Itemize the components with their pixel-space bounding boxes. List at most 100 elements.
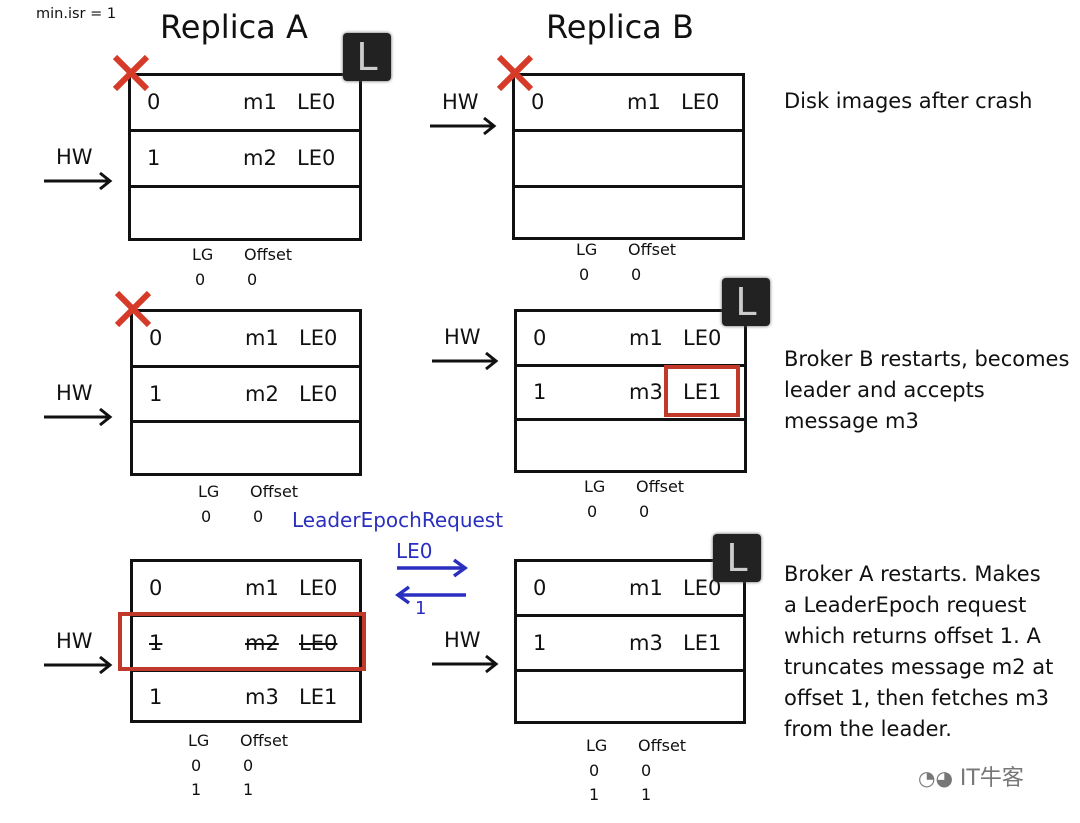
crash-x-icon <box>112 54 150 92</box>
message-cell: m2 <box>245 381 279 406</box>
epoch-value: 0 <box>191 756 202 775</box>
offset-header: Offset <box>638 736 687 755</box>
offset-header: Offset <box>240 731 289 750</box>
log-box-replica-b: 0 m1 LE0 <box>512 73 745 240</box>
epoch-value: 0 <box>201 507 212 526</box>
lg-header: LG <box>188 731 210 750</box>
message-cell: m1 <box>629 575 663 600</box>
epoch-value: 0 <box>579 265 590 284</box>
caption-2: Broker B restarts, becomes leader and ac… <box>784 347 1070 433</box>
hw-label: HW <box>56 629 93 653</box>
arrow-right-icon <box>397 558 468 578</box>
offset-header: Offset <box>250 482 299 501</box>
hw-label: HW <box>56 381 93 405</box>
epoch-offset-value: 0 <box>641 761 652 780</box>
epoch-value: 1 <box>589 785 600 804</box>
offset-header: Offset <box>636 477 685 496</box>
hw-arrow-icon <box>430 116 497 136</box>
row-divider <box>133 420 359 423</box>
row-divider <box>131 185 359 188</box>
row-divider <box>133 365 359 368</box>
offset-cell: 1 <box>149 630 163 655</box>
row-divider <box>517 669 743 672</box>
row-divider <box>515 185 742 188</box>
epoch-cell: LE1 <box>683 380 722 404</box>
epoch-offset-value: 0 <box>639 502 650 521</box>
offset-cell: 1 <box>147 146 161 170</box>
epoch-cell: LE0 <box>299 575 338 600</box>
epoch-offset-value: 0 <box>253 507 264 526</box>
request-arrows <box>395 558 468 605</box>
min-isr-label: min.isr = 1 <box>36 6 117 22</box>
highlight-box <box>664 365 740 417</box>
lg-header: LG <box>198 482 220 501</box>
offset-cell: 0 <box>149 326 163 350</box>
log-box-replica-a: 0 m1 LE0 1 m2 LE0 <box>128 73 362 241</box>
offset-cell: 0 <box>531 90 545 114</box>
epoch-offset-value: 0 <box>243 756 254 775</box>
message-cell: m1 <box>245 326 279 350</box>
offset-header: Offset <box>628 240 677 259</box>
hw-arrow-icon <box>44 407 113 427</box>
epoch-value: 0 <box>587 502 598 521</box>
message-cell: m1 <box>629 325 663 350</box>
offset-cell: 1 <box>533 630 547 655</box>
lg-header: LG <box>192 245 214 264</box>
message-cell: m1 <box>243 90 277 114</box>
truncation-box <box>118 612 366 671</box>
row-divider <box>517 364 744 367</box>
epoch-cell: LE0 <box>297 146 336 170</box>
log-box-replica-a: 0 m1 LE0 1 m2 LE0 <box>130 309 362 476</box>
hw-arrow-icon <box>432 351 499 371</box>
row-divider <box>517 614 743 617</box>
message-cell: m1 <box>245 575 279 600</box>
offset-cell: 0 <box>149 575 163 600</box>
wechat-icon: ◔◕ <box>918 766 953 790</box>
message-cell: m3 <box>245 685 279 709</box>
offset-cell: 0 <box>533 575 547 600</box>
watermark-text: IT牛客 <box>959 766 1024 791</box>
epoch-value: 0 <box>589 761 600 780</box>
lg-header: LG <box>584 477 606 496</box>
crash-x-icon <box>496 54 534 92</box>
replica-a-title: Replica A <box>160 8 308 46</box>
replica-b-title: Replica B <box>546 8 694 46</box>
hw-label: HW <box>444 325 481 349</box>
epoch-cell: LE0 <box>683 325 722 350</box>
row-divider <box>131 129 359 132</box>
epoch-cell: LE1 <box>683 630 722 655</box>
message-cell: m3 <box>629 380 663 404</box>
offset-header: Offset <box>244 245 293 264</box>
message-cell: m1 <box>627 90 661 114</box>
watermark: ◔◕ IT牛客 <box>918 760 1024 792</box>
offset-cell: 1 <box>533 380 547 404</box>
epoch-value: 0 <box>195 270 206 289</box>
offset-cell: 0 <box>533 325 547 350</box>
epoch-cell: LE1 <box>299 685 338 709</box>
epoch-offset-value: 1 <box>641 785 652 804</box>
hw-arrow-icon <box>432 654 499 674</box>
hw-label: HW <box>442 90 479 114</box>
offset-cell: 1 <box>149 685 163 709</box>
arrow-left-icon <box>395 585 466 605</box>
hw-arrow-icon <box>44 171 113 191</box>
offset-cell: 1 <box>149 381 163 406</box>
hw-label: HW <box>56 145 93 169</box>
crash-x-icon <box>114 290 152 328</box>
epoch-cell: LE0 <box>681 90 720 114</box>
request-send-label: LE0 <box>396 539 433 563</box>
lg-header: LG <box>586 736 608 755</box>
epoch-cell: LE0 <box>299 630 338 655</box>
epoch-offset-value: 1 <box>243 780 254 799</box>
epoch-value: 1 <box>191 780 202 799</box>
caption-3: Broker A restarts. Makes a LeaderEpoch r… <box>784 562 1054 741</box>
hw-arrow-icon <box>44 655 113 675</box>
leader-badge-icon: L <box>722 278 770 326</box>
lg-header: LG <box>576 240 598 259</box>
log-box-replica-a: 0 m1 LE0 1 m2 LE0 1 m3 LE1 <box>130 559 362 723</box>
offset-cell: 0 <box>147 90 161 114</box>
row-divider <box>515 129 742 132</box>
hw-label: HW <box>444 628 481 652</box>
log-box-replica-b: 0 m1 LE0 1 m3 LE1 <box>514 309 747 473</box>
